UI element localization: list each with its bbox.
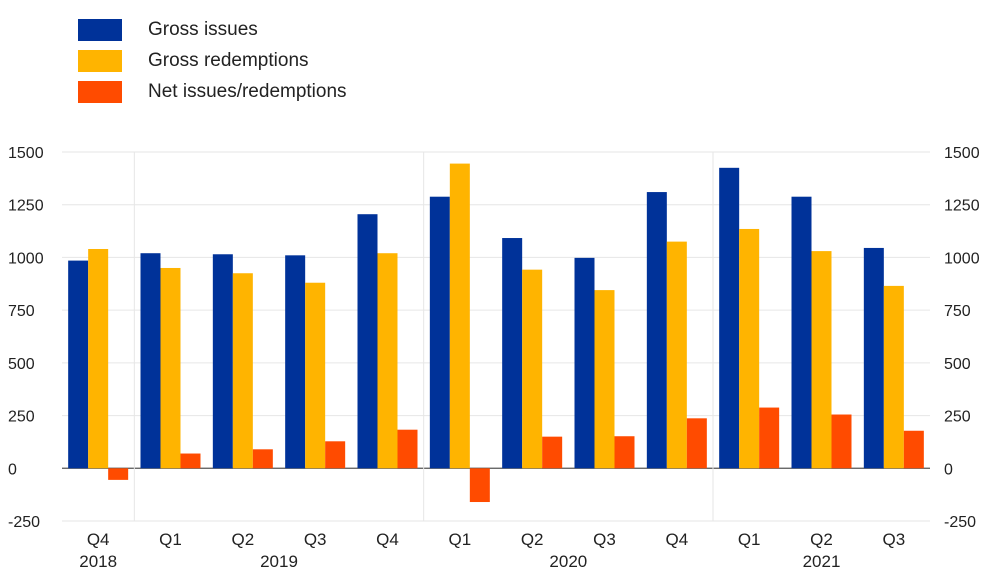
bar-gross-redemptions-11 [883, 285, 904, 469]
x-year-label: 2020 [549, 552, 587, 571]
y-tick-label-right: 750 [944, 303, 971, 320]
bar-gross-redemptions-7 [594, 290, 615, 469]
bar-net-issues-redemptions-4 [397, 429, 418, 469]
x-tick-label: Q2 [521, 530, 544, 549]
y-tick-label-left: 1250 [8, 198, 44, 215]
x-tick-label: Q4 [665, 530, 688, 549]
y-tick-label-left: 500 [8, 356, 35, 373]
axes: -250 -250 0 0 250 250 500 500 750 750 1000 1000 1250… [8, 145, 980, 571]
y-tick-label-right: 500 [944, 356, 971, 373]
bar-net-issues-redemptions-8 [686, 418, 707, 469]
bar-gross-redemptions-1 [160, 267, 181, 469]
grid [62, 151, 930, 522]
legend-item-gross-issues: Gross issues [78, 14, 347, 45]
x-tick-label: Q1 [738, 530, 761, 549]
x-tick-label: Q3 [304, 530, 327, 549]
y-tick-label-left: 250 [8, 409, 35, 426]
y-tick-label-right: 1250 [944, 198, 980, 215]
bar-gross-issues-7 [574, 257, 595, 469]
bar-net-issues-redemptions-1 [180, 453, 201, 469]
legend-label-net-issues-redemptions: Net issues/redemptions [148, 80, 347, 102]
y-tick-label-right: 250 [944, 409, 971, 426]
x-year-label: 2018 [79, 552, 117, 571]
bar-net-issues-redemptions-2 [252, 449, 273, 469]
bar-gross-redemptions-4 [377, 253, 398, 469]
y-tick-label-left: 1500 [8, 145, 44, 162]
legend-item-gross-redemptions: Gross redemptions [78, 45, 347, 76]
bar-gross-issues-0 [68, 260, 89, 469]
x-tick-label: Q1 [448, 530, 471, 549]
bar-gross-issues-11 [863, 247, 884, 469]
bar-gross-issues-1 [140, 253, 161, 469]
y-tick-label-right: -250 [944, 514, 976, 531]
bar-net-issues-redemptions-0 [108, 468, 129, 480]
bar-net-issues-redemptions-9 [759, 407, 780, 469]
legend-label-gross-redemptions: Gross redemptions [148, 49, 309, 71]
y-tick-label-right: 0 [944, 461, 953, 478]
bar-gross-issues-5 [429, 196, 450, 469]
bar-net-issues-redemptions-5 [469, 468, 490, 503]
bar-gross-redemptions-6 [522, 269, 543, 469]
bar-gross-issues-2 [212, 254, 233, 469]
bar-gross-redemptions-10 [811, 251, 832, 469]
bar-net-issues-redemptions-10 [831, 414, 852, 469]
bar-gross-issues-4 [357, 214, 378, 469]
bar-gross-issues-8 [646, 192, 667, 469]
bar-net-issues-redemptions-7 [614, 436, 635, 469]
x-tick-label: Q3 [593, 530, 616, 549]
bar-gross-redemptions-0 [88, 248, 109, 469]
y-tick-label-left: 1000 [8, 250, 44, 267]
legend: Gross issues Gross redemptions Net issue… [78, 14, 347, 107]
bar-gross-redemptions-2 [232, 273, 253, 469]
x-year-label: 2019 [260, 552, 298, 571]
x-tick-label: Q2 [810, 530, 833, 549]
x-tick-label: Q3 [882, 530, 905, 549]
bar-gross-issues-10 [791, 196, 812, 469]
bar-gross-issues-9 [719, 167, 740, 469]
legend-swatch-gross-issues [78, 18, 122, 41]
bar-gross-redemptions-5 [449, 163, 470, 469]
bar-net-issues-redemptions-3 [325, 441, 346, 469]
x-tick-label: Q4 [87, 530, 110, 549]
bar-gross-redemptions-3 [305, 282, 326, 469]
legend-item-net-issues-redemptions: Net issues/redemptions [78, 76, 347, 107]
y-tick-label-right: 1500 [944, 145, 980, 162]
bar-net-issues-redemptions-11 [903, 430, 924, 469]
bar-gross-redemptions-8 [666, 241, 687, 469]
y-tick-label-left: -250 [8, 514, 40, 531]
bar-gross-issues-3 [285, 255, 306, 469]
legend-swatch-gross-redemptions [78, 49, 122, 72]
bar-gross-issues-6 [502, 238, 523, 469]
x-tick-label: Q1 [159, 530, 182, 549]
y-tick-label-left: 750 [8, 303, 35, 320]
legend-swatch-net-issues-redemptions [78, 80, 122, 103]
y-tick-label-left: 0 [8, 461, 17, 478]
bars [68, 163, 924, 503]
x-tick-label: Q4 [376, 530, 399, 549]
x-tick-label: Q2 [231, 530, 254, 549]
legend-label-gross-issues: Gross issues [148, 18, 258, 40]
bar-net-issues-redemptions-6 [542, 436, 563, 469]
y-tick-label-right: 1000 [944, 250, 980, 267]
x-year-label: 2021 [803, 552, 841, 571]
bar-gross-redemptions-9 [739, 228, 760, 469]
